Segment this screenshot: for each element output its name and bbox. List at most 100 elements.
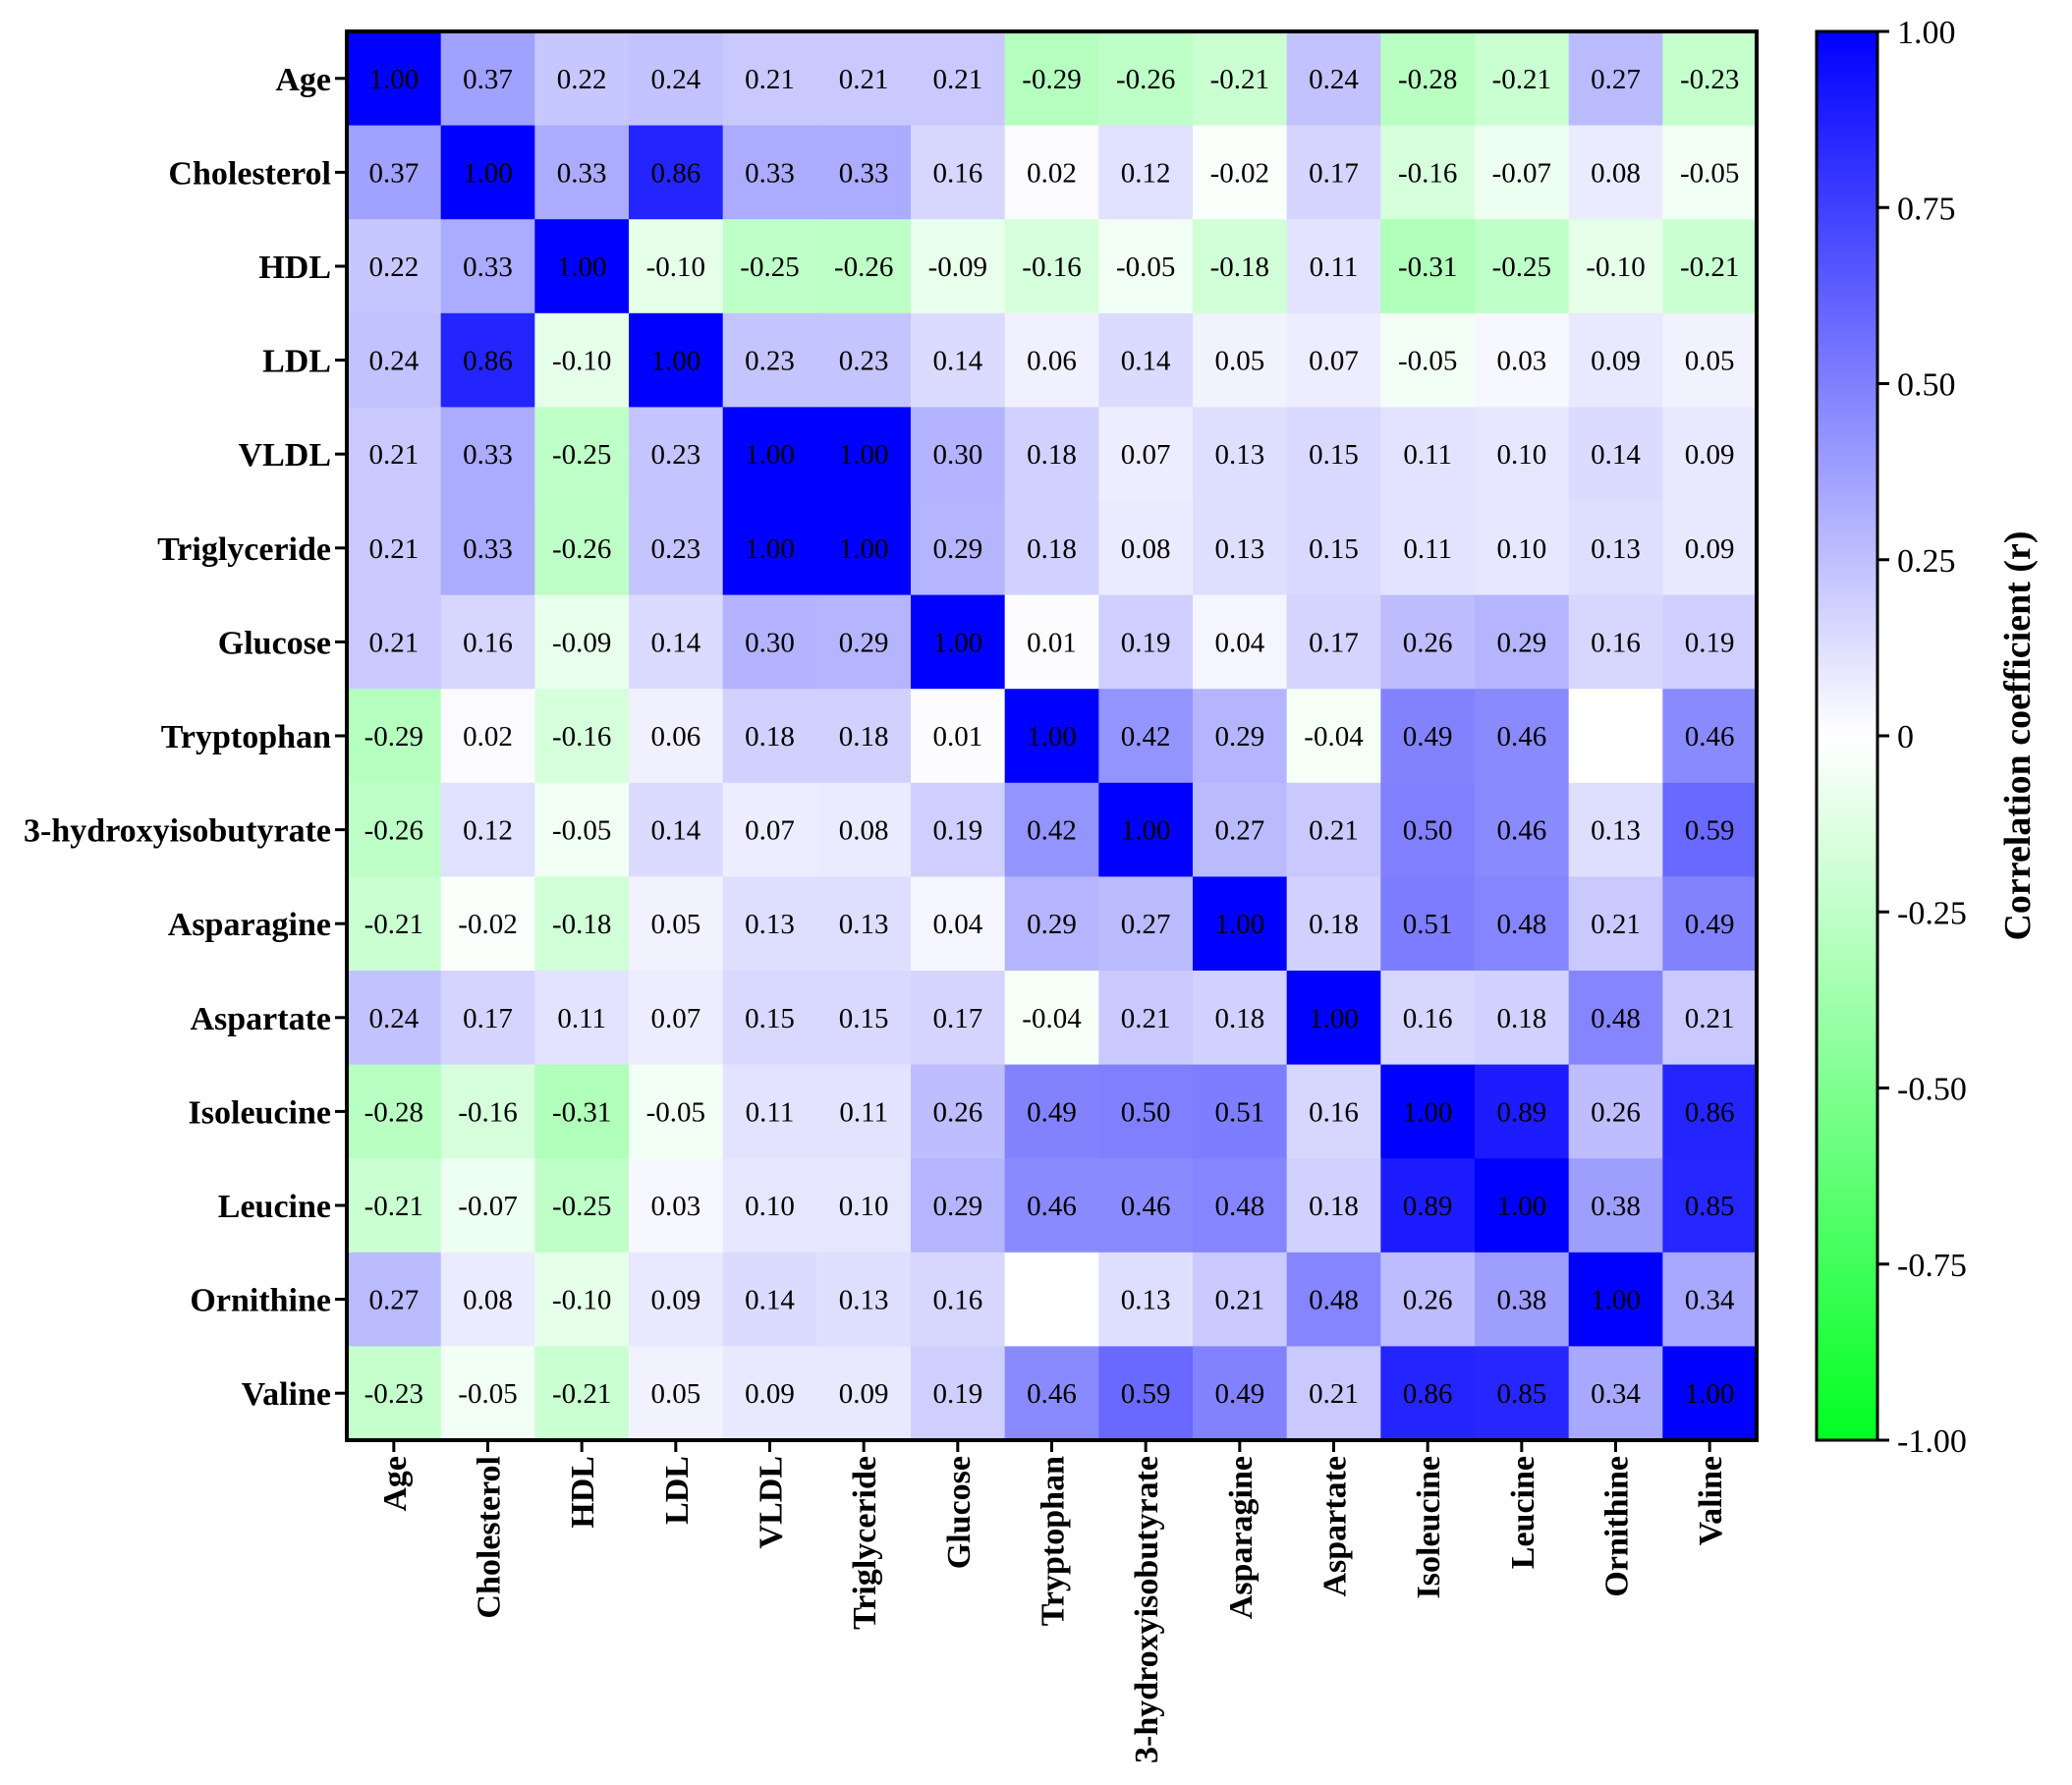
- heatmap-cell-leucine-glucose: [911, 1158, 1006, 1254]
- cell-value: -0.23: [1680, 64, 1739, 95]
- heatmap-cell-leucine-cholesterol: [440, 1158, 535, 1254]
- cell-value: 0.14: [745, 1285, 795, 1316]
- heatmap-cell-ldl-leucine: [1475, 312, 1570, 408]
- col-label-3-hydroxyisobutyrate: 3-hydroxyisobutyrate: [1129, 1456, 1165, 1763]
- heatmap-cell-leucine-age: [347, 1158, 442, 1254]
- cell-value: -0.31: [1398, 251, 1457, 283]
- cell-value: 0.11: [839, 1096, 888, 1128]
- cell-value: 0.26: [1403, 1285, 1453, 1316]
- heatmap-cell-cholesterol-age: [347, 125, 442, 220]
- heatmap-cell-triglyceride-vldl: [722, 501, 817, 596]
- cell-value: 0.14: [1121, 346, 1171, 377]
- cell-value: -0.25: [740, 251, 799, 283]
- heatmap-cell-ornithine-tryptophan: [1004, 1252, 1099, 1347]
- heatmap-cell-cholesterol-isoleucine: [1380, 125, 1476, 220]
- cell-value: -0.07: [458, 1191, 517, 1222]
- cell-value: 0.13: [839, 909, 889, 940]
- cell-value: 0.11: [746, 1096, 795, 1128]
- heatmap-cell-aspartate-hdl: [534, 971, 630, 1066]
- cell-value: 0.06: [650, 721, 700, 753]
- cell-value: 1.00: [839, 533, 889, 565]
- cell-value: 0.49: [1027, 1096, 1077, 1128]
- heatmap-cell-hdl-ldl: [629, 219, 724, 314]
- heatmap-cell-triglyceride-glucose: [911, 501, 1006, 596]
- cell-value: 0.16: [932, 157, 982, 189]
- cell-value: 0.07: [1121, 439, 1171, 471]
- heatmap-cell-ldl-valine: [1662, 312, 1758, 408]
- heatmap-cell-vldl-isoleucine: [1380, 407, 1476, 502]
- heatmap-cell-age-valine: [1662, 31, 1758, 127]
- heatmap-cell-valine-isoleucine: [1380, 1346, 1476, 1441]
- heatmap-cell-isoleucine-tryptophan: [1004, 1064, 1099, 1159]
- heatmap-cell-cholesterol-glucose: [911, 125, 1006, 220]
- cell-value: 0.86: [650, 157, 700, 189]
- heatmap-cell-vldl-age: [347, 407, 442, 502]
- heatmap-cell-hdl-ornithine: [1568, 219, 1663, 314]
- cell-value: -0.05: [1398, 346, 1457, 377]
- cell-value: 0.33: [745, 157, 795, 189]
- cell-value: -0.31: [552, 1096, 611, 1128]
- heatmap-cell-vldl-aspartate: [1286, 407, 1381, 502]
- heatmap-cell-leucine-hdl: [534, 1158, 630, 1254]
- heatmap-cell-vldl-tryptophan: [1004, 407, 1099, 502]
- cell-value: 0.50: [1121, 1096, 1171, 1128]
- cell-value: -0.21: [1210, 64, 1269, 95]
- heatmap-cell-asparagine-glucose: [911, 876, 1006, 972]
- heatmap-cell-valine-asparagine: [1193, 1346, 1288, 1441]
- heatmap-cell-cholesterol-hdl: [534, 125, 630, 220]
- cell-value: 1.00: [745, 533, 795, 565]
- cell-value: 0.19: [1121, 627, 1171, 658]
- cell-value: 0.10: [1496, 533, 1546, 565]
- heatmap-cell-3-hydroxyisobutyrate-leucine: [1475, 782, 1570, 877]
- cell-value: 0.21: [1591, 909, 1641, 940]
- heatmap-cell-glucose-age: [347, 594, 442, 690]
- heatmap-cell-valine-triglyceride: [816, 1346, 912, 1441]
- cell-value: 1.00: [1403, 1096, 1453, 1128]
- heatmap-cell-cholesterol-leucine: [1475, 125, 1570, 220]
- heatmap-cell-glucose-asparagine: [1193, 594, 1288, 690]
- heatmap-cell-isoleucine-triglyceride: [816, 1064, 912, 1159]
- cell-value: 0.50: [1403, 815, 1453, 847]
- cell-value: 0.18: [1496, 1003, 1546, 1034]
- heatmap-cell-asparagine-cholesterol: [440, 876, 535, 972]
- cell-value: -0.04: [1022, 1003, 1082, 1034]
- row-label-leucine: Leucine: [218, 1189, 331, 1225]
- cell-value: -0.09: [552, 627, 611, 658]
- heatmap-cell-isoleucine-glucose: [911, 1064, 1006, 1159]
- cell-value: 0.22: [368, 251, 419, 283]
- colorbar-tick-label: -0.75: [1897, 1248, 1967, 1284]
- cell-value: 1.00: [932, 627, 982, 658]
- cell-value: 0.13: [839, 1285, 889, 1316]
- cell-value: -0.21: [364, 1191, 423, 1222]
- heatmap-cell-cholesterol-tryptophan: [1004, 125, 1099, 220]
- heatmap-cell-3-hydroxyisobutyrate-isoleucine: [1380, 782, 1476, 877]
- row-label-asparagine: Asparagine: [168, 907, 331, 943]
- cell-value: 0.08: [463, 1285, 513, 1316]
- cell-value: 0.49: [1685, 909, 1735, 940]
- heatmap-cell-triglyceride-tryptophan: [1004, 501, 1099, 596]
- heatmap-cell-ornithine-age: [347, 1252, 442, 1347]
- heatmap-cell-cholesterol-aspartate: [1286, 125, 1381, 220]
- cell-value: 0.12: [1121, 157, 1171, 189]
- cell-value: 0.29: [932, 533, 982, 565]
- cell-value: 0.18: [1309, 1191, 1359, 1222]
- heatmap-cell-ldl-ldl: [629, 312, 724, 408]
- cell-value: 1.00: [368, 64, 419, 95]
- cell-value: 0.51: [1403, 909, 1453, 940]
- cell-value: 0.19: [1685, 627, 1735, 658]
- heatmap-cell-ornithine-ornithine: [1568, 1252, 1663, 1347]
- cell-value: 0.38: [1496, 1285, 1546, 1316]
- cell-value: 0.17: [1309, 627, 1359, 658]
- heatmap-cell-aspartate-ldl: [629, 971, 724, 1066]
- heatmap-cell-vldl-vldl: [722, 407, 817, 502]
- heatmap-cell-ornithine-triglyceride: [816, 1252, 912, 1347]
- cell-value: 0.26: [1591, 1096, 1641, 1128]
- heatmap-cell-tryptophan-leucine: [1475, 689, 1570, 784]
- cell-value: -0.05: [1680, 157, 1739, 189]
- heatmap-cell-asparagine-valine: [1662, 876, 1758, 972]
- cell-value: -0.25: [552, 1191, 611, 1222]
- heatmap-cell-ornithine-aspartate: [1286, 1252, 1381, 1347]
- cell-value: -0.10: [1586, 251, 1645, 283]
- heatmap-cell-triglyceride-asparagine: [1193, 501, 1288, 596]
- row-label-triglyceride: Triglyceride: [157, 531, 331, 568]
